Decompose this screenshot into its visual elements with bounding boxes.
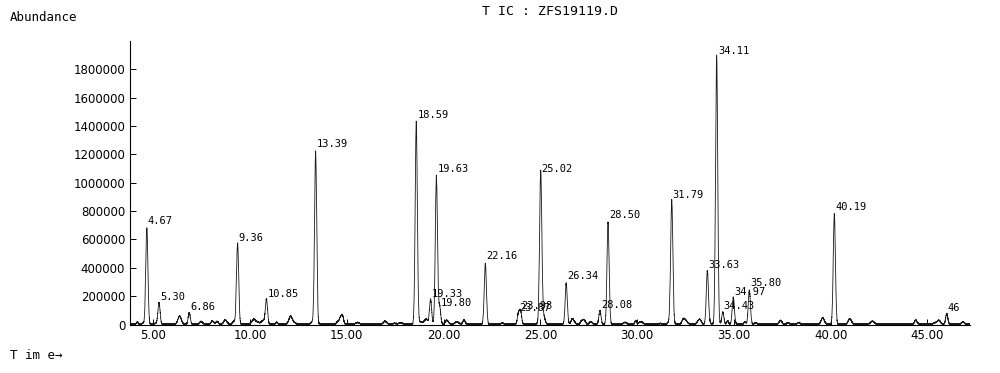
Text: 31.79: 31.79: [673, 191, 704, 200]
Text: 18.59: 18.59: [418, 110, 449, 120]
Text: 33.63: 33.63: [708, 260, 740, 270]
Text: 23.87: 23.87: [519, 303, 551, 313]
Text: T im e→: T im e→: [10, 349, 62, 362]
Text: 9.36: 9.36: [239, 233, 264, 243]
Text: 26.34: 26.34: [567, 271, 598, 281]
Text: 4.67: 4.67: [148, 216, 173, 226]
Text: Abundance: Abundance: [10, 11, 78, 24]
Text: 6.86: 6.86: [190, 302, 215, 312]
Text: 46: 46: [948, 303, 960, 313]
Text: 40.19: 40.19: [835, 202, 867, 212]
Text: 5.30: 5.30: [160, 292, 185, 302]
Text: 10.85: 10.85: [267, 289, 299, 298]
Text: 35.80: 35.80: [750, 278, 782, 288]
Text: 34.43: 34.43: [724, 301, 755, 311]
Text: 19.33: 19.33: [432, 289, 463, 298]
Text: 28.08: 28.08: [601, 300, 632, 310]
Text: 23.98: 23.98: [522, 301, 553, 311]
Text: 19.80: 19.80: [441, 298, 472, 308]
Text: 34.11: 34.11: [719, 46, 750, 56]
Text: T IC : ZFS19119.D: T IC : ZFS19119.D: [482, 5, 618, 18]
Text: 13.39: 13.39: [317, 140, 348, 150]
Text: 22.16: 22.16: [486, 251, 518, 261]
Text: 19.63: 19.63: [437, 163, 469, 173]
Text: 28.50: 28.50: [609, 210, 640, 220]
Text: 34.97: 34.97: [734, 287, 766, 297]
Text: 25.02: 25.02: [542, 163, 573, 173]
